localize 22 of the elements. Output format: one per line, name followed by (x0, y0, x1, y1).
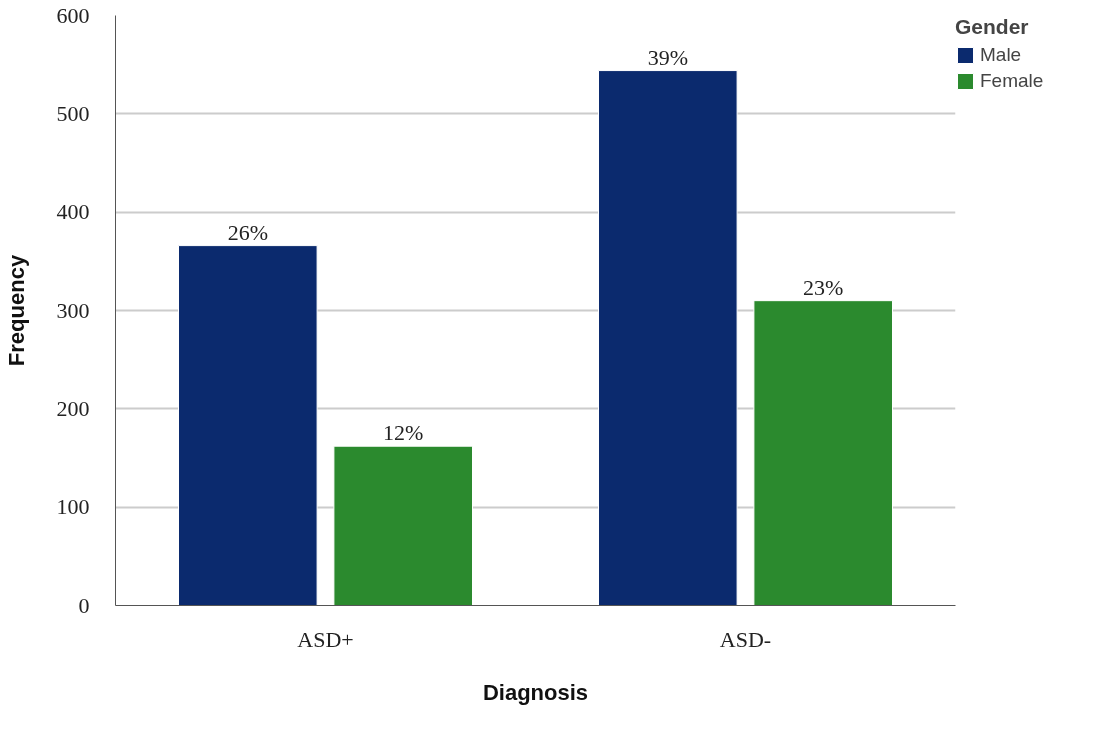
bar (333, 445, 473, 606)
y-tick-label: 100 (56, 494, 90, 520)
y-tick-label: 600 (56, 2, 90, 28)
legend-title: Gender (955, 15, 1030, 39)
y-tick-label: 400 (56, 199, 90, 225)
annotation: 26% (227, 219, 268, 245)
y-axis-title: Frequency (3, 254, 29, 367)
y-tick-label: 200 (56, 395, 90, 421)
x-tick-label: ASD+ (297, 626, 354, 652)
bar (598, 70, 738, 606)
annotation: 39% (647, 44, 688, 70)
bar (753, 300, 893, 606)
y-tick-label: 0 (78, 592, 90, 618)
x-axis-title: Diagnosis (482, 679, 589, 705)
y-tick-label: 500 (56, 100, 90, 126)
annotation: 12% (383, 420, 424, 446)
y-tick-label: 300 (56, 297, 90, 323)
bar (178, 245, 318, 606)
x-tick-label: ASD- (719, 626, 772, 652)
annotation: 23% (803, 274, 844, 300)
legend-label: Male (980, 44, 1022, 66)
legend-label: Female (980, 70, 1044, 92)
